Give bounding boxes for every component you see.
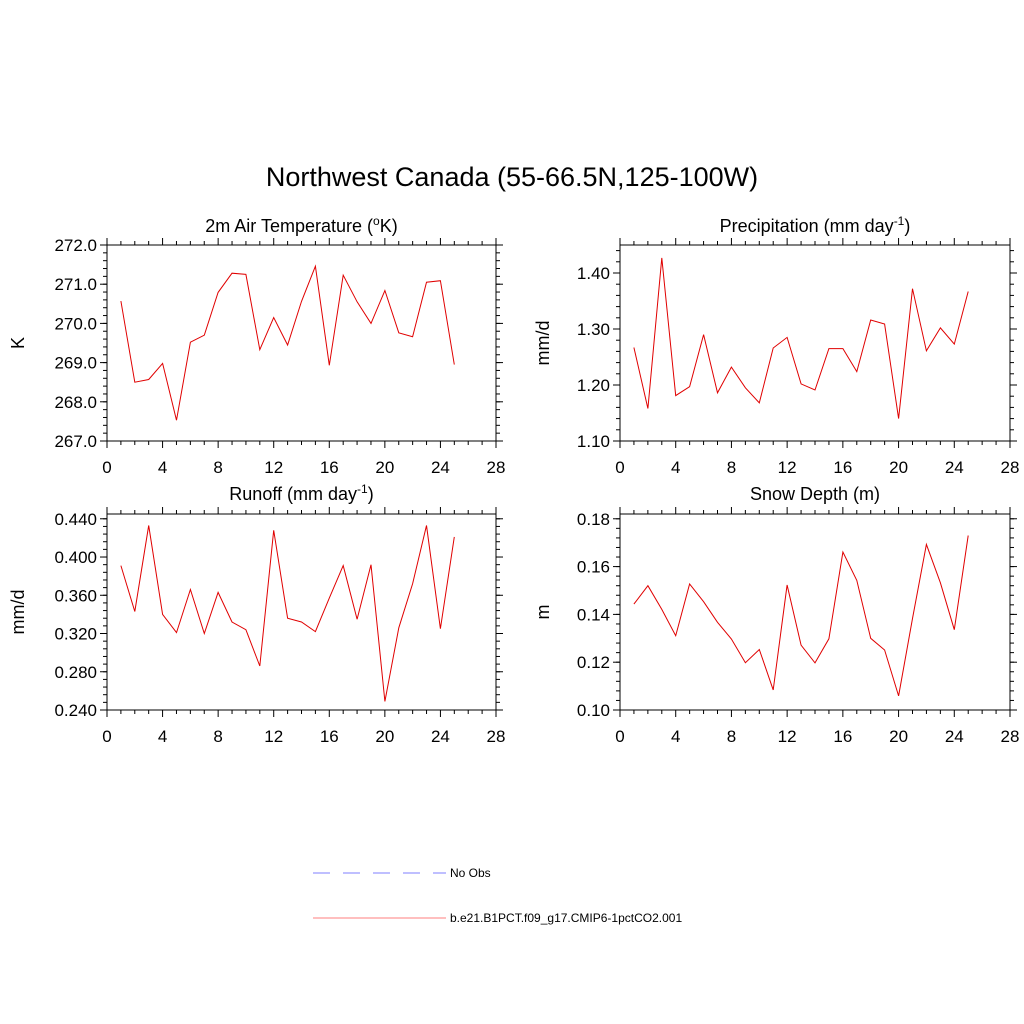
figure-title: Northwest Canada (55-66.5N,125-100W) — [265, 162, 759, 192]
x-tick-label: 20 — [889, 458, 908, 477]
y-tick-label: 0.14 — [577, 605, 610, 624]
x-tick-label: 12 — [264, 458, 283, 477]
x-tick-label: 20 — [889, 727, 908, 746]
x-tick-label: 16 — [320, 458, 339, 477]
chart-panel-2: 0 4 8 12 16 20 24 28 1.10 1.20 1.30 1.40 mm/d Precipi… — [533, 214, 1019, 477]
y-tick-label: 0.10 — [577, 701, 610, 720]
x-tick-label: 24 — [431, 458, 450, 477]
chart-panel-3: 0 4 8 12 16 20 24 28 0.240 0.280 0.320 0.360 0.400 0.… — [8, 482, 505, 746]
series-line — [633, 257, 969, 419]
y-tick-label: 1.20 — [577, 376, 610, 395]
y-tick-label: 270.0 — [54, 314, 97, 333]
x-tick-label: 24 — [945, 458, 964, 477]
y-tick-label: 1.30 — [577, 320, 610, 339]
y-tick-label: 1.10 — [577, 432, 610, 451]
x-tick-label: 4 — [158, 727, 167, 746]
x-tick-label: 4 — [671, 458, 680, 477]
x-tick-label: 0 — [102, 458, 111, 477]
x-tick-label: 28 — [487, 458, 506, 477]
y-tick-label: 0.280 — [54, 663, 97, 682]
y-tick-label: 0.320 — [54, 625, 97, 644]
x-tick-label: 16 — [833, 458, 852, 477]
x-tick-label: 24 — [431, 727, 450, 746]
chart-panel-4: 0 4 8 12 16 20 24 28 0.10 0.12 0.14 0.16 0.18 m Snow D… — [533, 484, 1019, 746]
y-tick-label: 0.16 — [577, 558, 610, 577]
x-tick-label: 0 — [615, 458, 624, 477]
y-tick-label: 0.440 — [54, 510, 97, 529]
y-tick-label: 268.0 — [54, 393, 97, 412]
y-tick-label: 0.240 — [54, 701, 97, 720]
y-tick-label: 271.0 — [54, 275, 97, 294]
y-tick-label: 272.0 — [54, 236, 97, 255]
x-tick-label: 28 — [1001, 727, 1020, 746]
y-axis-label: mm/d — [533, 321, 553, 366]
y-tick-label: 0.400 — [54, 548, 97, 567]
x-tick-label: 8 — [727, 727, 736, 746]
series-line — [120, 525, 455, 702]
x-tick-label: 4 — [671, 727, 680, 746]
x-tick-label: 20 — [375, 727, 394, 746]
y-tick-label: 0.12 — [577, 653, 610, 672]
x-tick-label: 28 — [487, 727, 506, 746]
series-line — [633, 535, 969, 697]
x-tick-label: 0 — [102, 727, 111, 746]
y-tick-label: 267.0 — [54, 432, 97, 451]
x-tick-label: 24 — [945, 727, 964, 746]
series-line — [120, 264, 455, 421]
y-axis-label: m — [533, 605, 553, 620]
x-tick-label: 20 — [375, 458, 394, 477]
x-tick-label: 4 — [158, 458, 167, 477]
panel-title: Snow Depth (m) — [750, 484, 880, 504]
y-axis-label: mm/d — [8, 590, 28, 635]
x-tick-label: 8 — [213, 727, 222, 746]
x-tick-label: 12 — [264, 727, 283, 746]
x-tick-label: 8 — [727, 458, 736, 477]
y-tick-label: 269.0 — [54, 354, 97, 373]
chart-panel-1: 0 4 8 12 16 20 24 28 267.0 268.0 269.0 270.0 271.0 27… — [8, 214, 505, 477]
plot-frame — [619, 244, 1011, 442]
x-tick-label: 28 — [1001, 458, 1020, 477]
legend: No Obs b.e21.B1PCT.f09_g17.CMIP6-1pctCO2.… — [313, 866, 682, 925]
y-tick-label: 0.360 — [54, 586, 97, 605]
y-axis-label: K — [8, 337, 28, 349]
x-tick-label: 16 — [833, 727, 852, 746]
plot-frame — [106, 244, 497, 442]
legend-label-no-obs: No Obs — [450, 866, 491, 880]
panel-title: Runoff (mm day-1) — [229, 482, 373, 504]
x-tick-label: 12 — [778, 458, 797, 477]
x-tick-label: 8 — [213, 458, 222, 477]
y-tick-label: 1.40 — [577, 264, 610, 283]
y-tick-label: 0.18 — [577, 510, 610, 529]
plot-frame — [619, 513, 1011, 711]
x-tick-label: 0 — [615, 727, 624, 746]
panel-title: Precipitation (mm day-1) — [720, 214, 911, 236]
x-tick-label: 12 — [778, 727, 797, 746]
x-tick-label: 16 — [320, 727, 339, 746]
legend-label-model: b.e21.B1PCT.f09_g17.CMIP6-1pctCO2.001 — [450, 911, 682, 925]
panel-title: 2m Air Temperature (oK) — [205, 214, 397, 236]
